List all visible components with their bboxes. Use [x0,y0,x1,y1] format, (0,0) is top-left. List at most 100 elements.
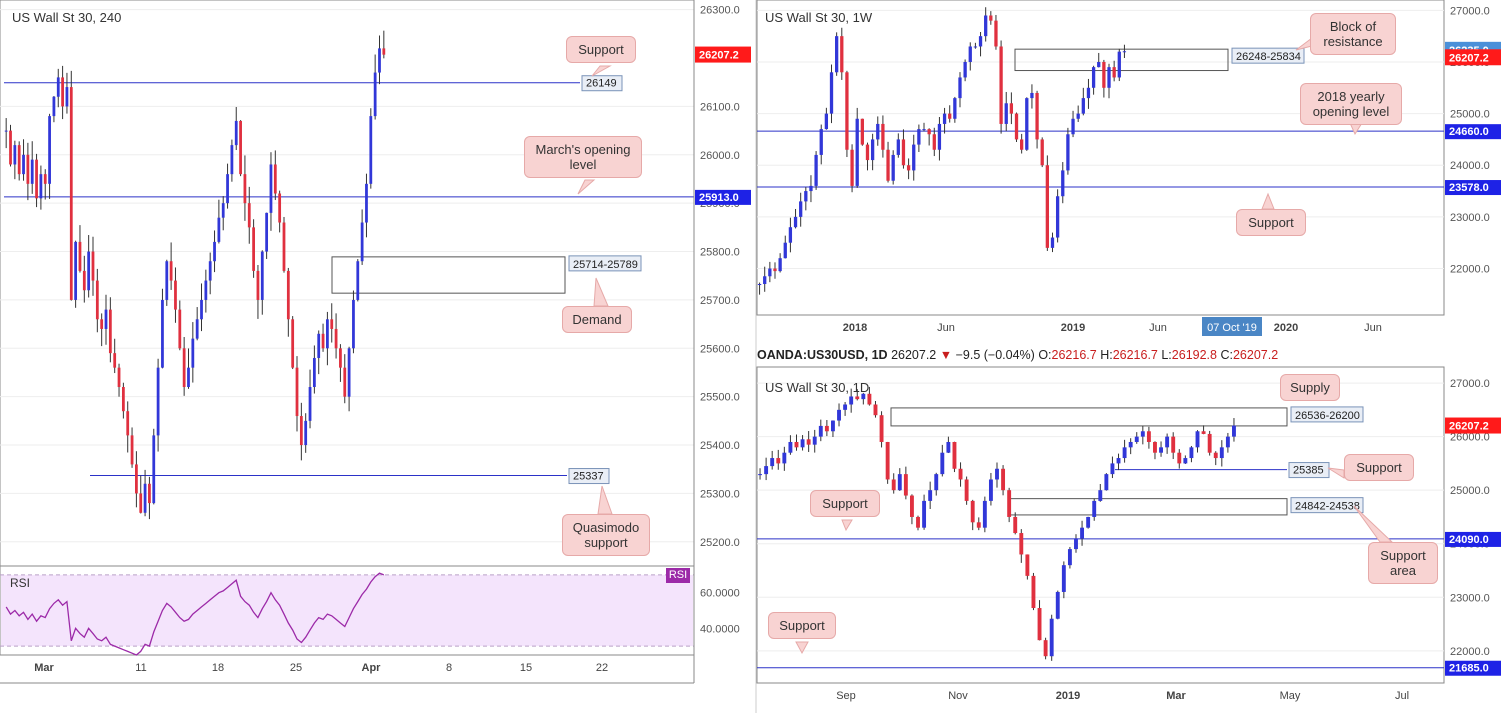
h4-candle-body [13,145,17,165]
daily-candle-body [764,466,769,475]
daily-candle-body [988,479,993,501]
daily-candle-body [831,420,835,432]
daily-candle-body [1225,436,1230,448]
weekly-candle-body [984,15,988,37]
daily-candle-body [849,396,854,405]
daily-candle-body [1013,516,1018,534]
weekly-x-tick-label: 2018 [843,322,867,334]
h4-candle-body [234,120,238,146]
h4-candle-body [74,241,78,300]
h4-candle-body [339,348,342,368]
weekly-candle-body [1045,165,1049,248]
daily-candle-body [1116,458,1121,464]
daily-candle-body [909,495,914,517]
weekly-candle-body [799,201,803,217]
weekly-candle-body [809,185,813,192]
daily-callout-pointer [841,519,853,532]
h4-y-tick-label: 25500.0 [700,392,740,404]
weekly-candle-body [1097,61,1101,68]
h4-candle-body [178,309,182,349]
daily-candle-body [758,474,762,476]
daily-candle-body [800,439,805,448]
h4-y-tick-label: 25600.0 [700,343,740,355]
h4-candle-body [273,164,277,194]
h4-y-tick-label: 25700.0 [700,295,740,307]
weekly-candle-body [835,36,839,73]
h4-candle-body [373,72,377,117]
h4-level-label: 25337 [573,471,604,483]
weekly-candle-body [793,216,798,228]
daily-last-price-label: 26207.2 [1449,421,1489,433]
daily-candle-body [1122,447,1127,459]
h4-candle-body [39,174,43,199]
h4-candle-body [200,299,203,320]
weekly-candle-body [932,134,936,150]
daily-candle-body [1086,516,1091,528]
h4-candle-body [308,387,312,421]
daily-candle-body [922,500,927,528]
daily-candle-body [1140,431,1145,437]
rsi-band [1,574,693,647]
h4-x-tick-label: Mar [34,662,54,674]
weekly-level-tag-label: 23578.0 [1449,182,1489,194]
h4-candle-body [126,411,130,436]
weekly-candle-body [948,113,952,119]
h4-candle-body [256,270,260,300]
callout-support-area: Support area [1368,542,1438,584]
h4-candle-body [334,328,338,349]
daily-candle-body [1019,533,1024,555]
h4-candle-body [100,319,104,329]
weekly-date-tag [1202,317,1262,336]
daily-level-label: 25385 [1293,465,1324,477]
h4-candle-body [265,212,269,252]
daily-candle-body [995,468,999,480]
weekly-candle-body [1117,51,1121,78]
h4-candle-body [278,193,282,223]
weekly-candle-body [891,154,895,181]
daily-candle-body [1061,565,1066,592]
weekly-candle-body [922,129,926,131]
daily-candle-body [1055,591,1060,619]
daily-candle-body [1195,431,1200,448]
daily-candle-body [1213,452,1218,459]
h4-last-price-tag [695,46,751,63]
h4-candle-body [113,353,117,368]
daily-candle-body [1025,554,1030,576]
daily-candle-body [1201,431,1206,434]
daily-y-tick-label: 27000.0 [1450,378,1490,390]
weekly-y-tick-label: 27000.0 [1450,5,1490,17]
h4-level-label: 26149 [586,78,617,90]
weekly-candle-body [1076,113,1080,119]
h4-candle-body [304,420,308,446]
daily-candle-body [982,500,987,528]
h4-candle-body [286,270,290,320]
daily-candle-body [1049,618,1054,657]
weekly-candle-body [1071,118,1075,135]
h4-callout-pointer [577,179,596,195]
ohlc-header: OANDA:US30USD, 1D 26207.2 ▼ −9.5 (−0.04%… [757,348,1278,362]
weekly-candle-body [912,144,916,171]
weekly-candle-body [1020,139,1024,150]
daily-x-tick-label: Jul [1395,690,1409,702]
h4-candle-body [69,87,73,300]
daily-callout-pointer [795,641,809,655]
h4-candle-body [191,338,195,368]
h4-candle-body [312,357,316,388]
weekly-candle-body [1066,134,1070,171]
h4-x-tick-label: 22 [596,662,608,674]
daily-candle-body [1146,431,1151,442]
weekly-candle-body [1014,113,1019,140]
callout-daily-support-2: Support [810,490,880,517]
weekly-candle-body [906,165,911,171]
daily-candle-body [1153,441,1157,453]
daily-candle-body [903,474,908,496]
weekly-candle-body [783,242,787,259]
h4-candle-body [26,154,30,184]
h4-candle-body [95,280,99,320]
h4-x-tick-label: 25 [290,662,302,674]
weekly-candle-body [850,149,854,186]
h4-level-tag-label: 25913.0 [699,192,739,204]
daily-candle-body [952,441,957,469]
h4-candle-body [221,203,225,218]
